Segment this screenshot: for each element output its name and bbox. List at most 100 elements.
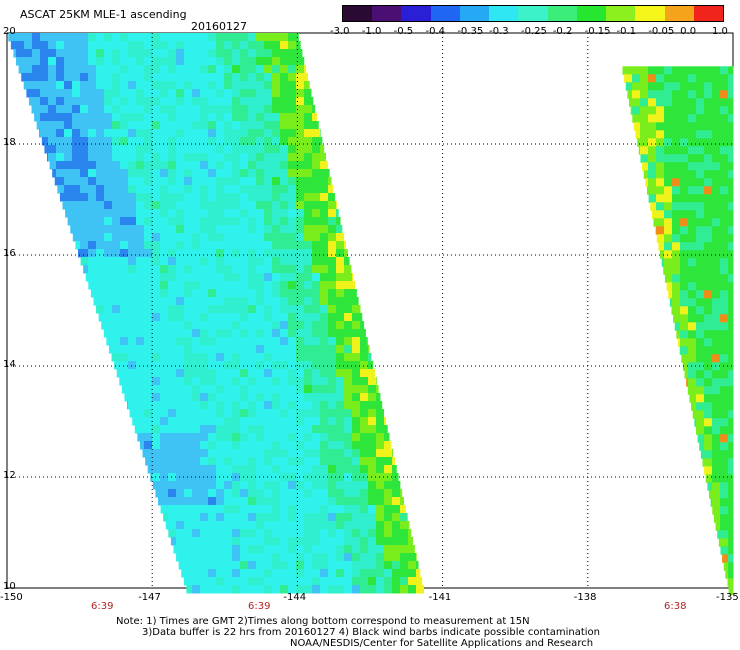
- swath-cell: [224, 49, 233, 58]
- swath-cell: [280, 553, 289, 562]
- swath-cell: [128, 281, 137, 290]
- swath-cell: [304, 489, 313, 498]
- swath-cell: [272, 401, 281, 410]
- swath-cell: [224, 577, 233, 586]
- swath-cell: [208, 185, 217, 194]
- swath-cell: [216, 105, 225, 114]
- swath-cell: [368, 505, 377, 514]
- colorbar-label: -0.3: [489, 26, 509, 37]
- swath-cell: [232, 553, 241, 562]
- swath-cell: [160, 105, 169, 114]
- swath-cell: [264, 353, 273, 362]
- swath-cell: [168, 49, 177, 58]
- swath-cell: [720, 130, 729, 139]
- swath-cell: [696, 146, 705, 155]
- swath-cell: [240, 129, 249, 138]
- swath-cell: [224, 473, 233, 482]
- swath-cell: [688, 90, 697, 99]
- swath-cell: [392, 545, 401, 554]
- swath-cell: [152, 401, 161, 410]
- swath-cell: [216, 153, 225, 162]
- swath-cell: [248, 529, 257, 538]
- swath-cell: [168, 337, 177, 346]
- swath-cell: [288, 537, 297, 546]
- swath-cell: [728, 442, 734, 451]
- swath-cell: [184, 241, 193, 250]
- swath-cell: [72, 185, 81, 194]
- swath-cell: [264, 281, 273, 290]
- swath-cell: [696, 234, 705, 243]
- swath-cell: [120, 241, 129, 250]
- swath-cell: [96, 65, 105, 74]
- swath-cell: [648, 90, 657, 99]
- swath-cell: [376, 481, 385, 490]
- swath-cell: [59, 193, 65, 202]
- swath-cell: [256, 289, 265, 298]
- swath-cell: [320, 225, 329, 234]
- swath-cell: [168, 57, 177, 66]
- swath-cell: [728, 274, 734, 283]
- swath-cell: [296, 345, 305, 354]
- swath-cell: [128, 161, 137, 170]
- swath-cell: [240, 201, 249, 210]
- swath-cell: [160, 217, 169, 226]
- swath-cell: [176, 49, 185, 58]
- swath-cell: [728, 194, 734, 203]
- swath-cell: [328, 329, 337, 338]
- swath-cell: [688, 186, 697, 195]
- swath-cell: [176, 129, 185, 138]
- swath-cell: [712, 210, 721, 219]
- swath-cell: [176, 153, 185, 162]
- swath-cell: [650, 202, 657, 211]
- swath-cell: [208, 97, 217, 106]
- swath-cell: [328, 585, 337, 594]
- swath-cell: [288, 377, 297, 386]
- swath-cell: [712, 74, 721, 83]
- swath-cell: [280, 489, 289, 498]
- swath-cell: [280, 113, 289, 122]
- swath-cell: [88, 265, 97, 274]
- swath-cell: [72, 49, 81, 58]
- swath-cell: [376, 537, 385, 546]
- swath-cell: [176, 65, 185, 74]
- swath-cell: [264, 113, 273, 122]
- swath-cell: [688, 114, 697, 123]
- swath-cell: [656, 186, 665, 195]
- swath-cell: [216, 289, 225, 298]
- swath-cell: [176, 401, 185, 410]
- swath-cell: [312, 185, 321, 194]
- swath-cell: [288, 201, 297, 210]
- swath-cell: [40, 81, 49, 90]
- swath-cell: [296, 185, 305, 194]
- swath-cell: [200, 401, 209, 410]
- swath-cell: [264, 201, 273, 210]
- swath-cell: [400, 569, 409, 578]
- swath-cell: [200, 113, 209, 122]
- swath-cell: [216, 201, 225, 210]
- swath-cell: [208, 345, 217, 354]
- swath-cell: [256, 65, 265, 74]
- swath-cell: [704, 162, 713, 171]
- swath-cell: [112, 353, 121, 362]
- swath-cell: [728, 522, 734, 531]
- swath-cell: [240, 241, 249, 250]
- swath-cell: [184, 169, 193, 178]
- swath-cell: [728, 234, 734, 243]
- swath-cell: [272, 145, 281, 154]
- swath-cell: [144, 161, 153, 170]
- swath-cell: [304, 513, 313, 522]
- swath-cell: [216, 553, 225, 562]
- swath-cell: [168, 217, 177, 226]
- swath-cell: [160, 329, 169, 338]
- swath-cell: [192, 321, 201, 330]
- swath-cell: [104, 209, 113, 218]
- swath-cell: [160, 241, 169, 250]
- swath-cell: [408, 569, 417, 578]
- swath-cell: [720, 290, 729, 299]
- swath-cell: [280, 153, 289, 162]
- swath-cell: [256, 105, 265, 114]
- swath-cell: [328, 441, 337, 450]
- swath-cell: [216, 417, 225, 426]
- swath-cell: [48, 145, 57, 154]
- swath-cell: [725, 570, 729, 579]
